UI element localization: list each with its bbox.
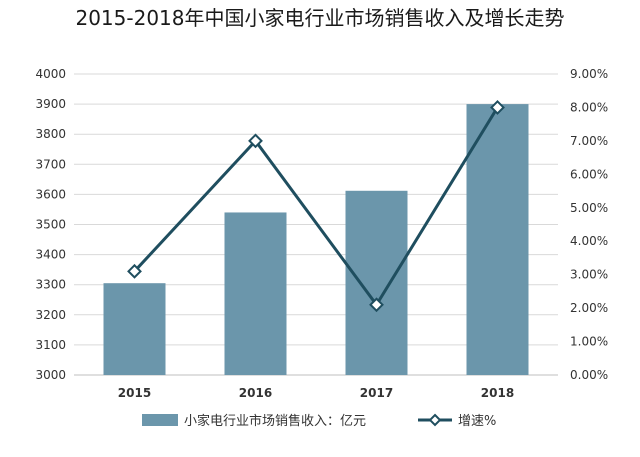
y-left-tick-label: 3300 xyxy=(35,278,66,292)
growth-point xyxy=(369,297,384,313)
y-left-tick-label: 3800 xyxy=(35,127,66,141)
y-left-tick-label: 3200 xyxy=(35,308,66,322)
combo-chart: 3000 3100 3200 3300 3400 3500 3600 3700 3800 3900… xyxy=(35,67,608,429)
y-right-tick-label: 3.00% xyxy=(570,268,608,282)
y-right-tick-label: 2.00% xyxy=(570,301,608,315)
y-right-tick-label: 7.00% xyxy=(570,134,608,148)
y-right-tick-label: 6.00% xyxy=(570,167,608,181)
bar xyxy=(224,212,287,375)
x-tick-label: 2018 xyxy=(481,386,514,400)
y-right-tick-label: 1.00% xyxy=(570,335,608,349)
y-left-tick-label: 3400 xyxy=(35,248,66,262)
growth-point xyxy=(490,100,505,115)
y-left-tick-label: 3500 xyxy=(35,218,66,232)
y-left-tick-label: 3000 xyxy=(35,368,66,382)
y-right-tick-label: 5.00% xyxy=(570,201,608,215)
x-tick-label: 2016 xyxy=(239,386,272,400)
y-right-tick-label: 4.00% xyxy=(570,234,608,248)
chart-area: 3000 3100 3200 3300 3400 3500 3600 3700 3800 3900… xyxy=(0,44,640,457)
growth-point xyxy=(248,133,263,149)
bar xyxy=(466,104,529,375)
y-right-tick-label: 8.00% xyxy=(570,100,608,114)
growth-point xyxy=(127,263,142,279)
y-left-tick-label: 3100 xyxy=(35,338,66,352)
y-left-tick-label: 3900 xyxy=(35,97,66,111)
chart-title: 2015-2018年中国小家电行业市场销售收入及增长走势 xyxy=(75,6,565,30)
bar xyxy=(103,283,166,375)
y-left-tick-label: 3700 xyxy=(35,157,66,171)
legend-bar-swatch xyxy=(142,414,178,426)
legend-line-marker xyxy=(428,413,442,427)
y-right-tick-label: 0.00% xyxy=(570,368,608,382)
y-right-tick-label: 9.00% xyxy=(570,67,608,81)
y-left-tick-label: 3600 xyxy=(35,187,66,201)
legend-bar-label: 小家电行业市场销售收入：亿元 xyxy=(184,413,366,429)
x-tick-label: 2015 xyxy=(118,386,151,400)
legend-line-label: 增速% xyxy=(458,414,496,429)
bar xyxy=(345,190,408,375)
y-left-tick-label: 4000 xyxy=(35,67,66,81)
x-tick-label: 2017 xyxy=(360,386,393,400)
growth-line xyxy=(133,106,499,308)
